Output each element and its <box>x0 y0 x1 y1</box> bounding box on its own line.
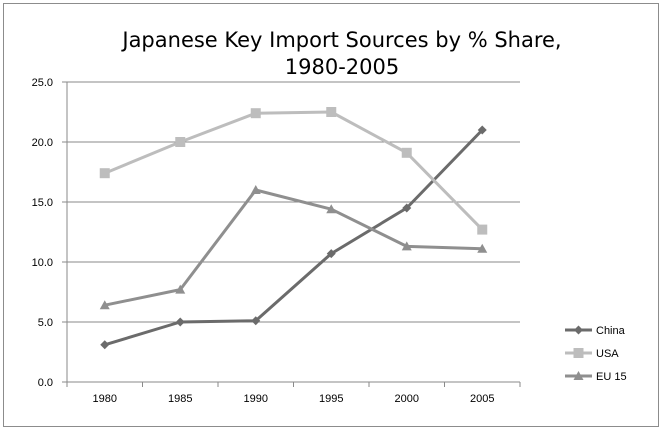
plot-area: 0.0 5.0 10.0 15.0 20.0 25.0 1980 1985 1990 1995 20… <box>32 77 521 405</box>
series-eu-15 <box>99 185 488 310</box>
data-point-eu-15-1980 <box>99 300 110 310</box>
series-usa <box>99 107 488 235</box>
x-tick-label-1985: 1985 <box>168 393 192 405</box>
data-point-usa-1990 <box>250 108 261 119</box>
legend-label-eu-15: EU 15 <box>596 371 627 383</box>
legend-item-china: China <box>565 325 626 337</box>
y-tick-label-2: 10.0 <box>32 257 53 269</box>
data-point-china-1990 <box>251 316 261 326</box>
data-point-usa-2005 <box>477 224 488 235</box>
data-point-china-2000 <box>402 203 412 213</box>
data-point-eu-15-1990 <box>250 185 261 194</box>
y-tick-label-1: 5.0 <box>38 317 53 329</box>
y-tick-label-0: 0.0 <box>38 377 53 389</box>
x-tick-label-2005: 2005 <box>470 393 494 405</box>
chart-title: Japanese Key Import Sources by % Share, … <box>120 28 561 79</box>
data-point-eu-15-1985 <box>175 284 186 294</box>
legend-marker-usa <box>573 348 584 358</box>
legend-item-eu-15: EU 15 <box>565 371 627 383</box>
legend: China USA EU 15 <box>565 325 627 383</box>
y-tick-label-4: 20.0 <box>32 137 53 149</box>
data-point-china-1985 <box>175 317 185 327</box>
data-point-usa-2000 <box>401 147 412 158</box>
series-line-eu-15 <box>104 188 483 307</box>
series-line-china <box>104 128 484 347</box>
y-tick-label-3: 15.0 <box>32 197 53 209</box>
y-tick-label-5: 25.0 <box>32 77 53 89</box>
x-tick-label-2000: 2000 <box>395 393 419 405</box>
series-china <box>100 125 487 350</box>
chart-frame <box>3 3 659 427</box>
legend-item-usa: USA <box>565 348 619 360</box>
data-point-usa-1980 <box>99 168 110 179</box>
data-point-usa-1995 <box>326 107 337 117</box>
chart-title-line-1: Japanese Key Import Sources by % Share, <box>120 28 561 52</box>
legend-label-usa: USA <box>596 348 619 360</box>
x-tick-label-1990: 1990 <box>244 393 268 405</box>
data-point-china-1995 <box>326 249 336 259</box>
x-tick-label-1980: 1980 <box>93 393 117 405</box>
data-point-china-1980 <box>100 340 110 350</box>
data-point-usa-1985 <box>175 137 186 147</box>
data-point-eu-15-2005 <box>477 243 488 253</box>
x-tick-label-1995: 1995 <box>319 393 343 405</box>
data-point-china-2005 <box>477 125 487 135</box>
data-point-eu-15-2000 <box>401 241 412 251</box>
data-point-eu-15-1995 <box>326 204 337 214</box>
legend-marker-eu-15 <box>573 371 584 380</box>
chart-title-line-2: 1980-2005 <box>285 55 399 79</box>
legend-marker-china <box>574 325 583 335</box>
series-line-usa <box>104 110 484 231</box>
legend-label-china: China <box>596 325 626 337</box>
